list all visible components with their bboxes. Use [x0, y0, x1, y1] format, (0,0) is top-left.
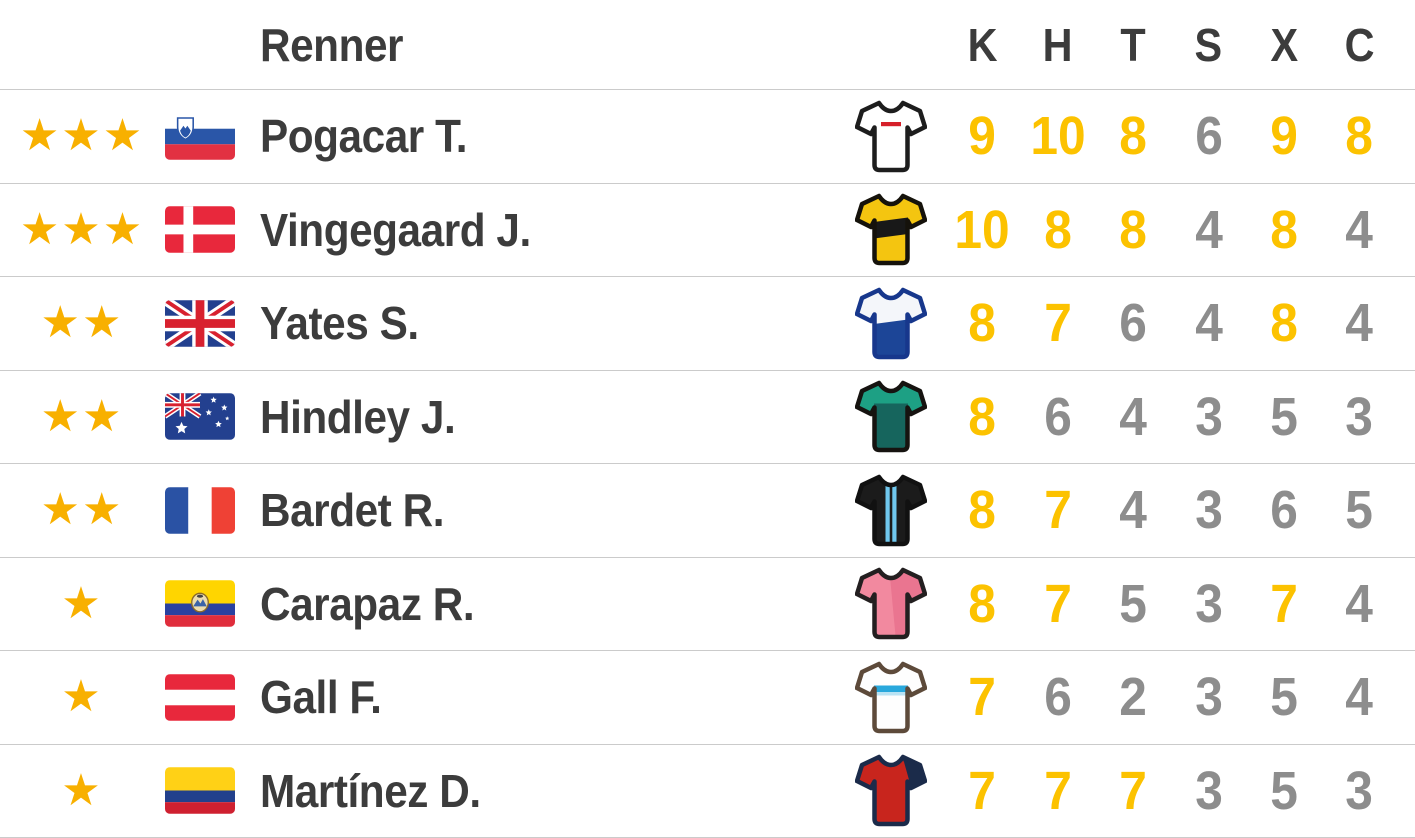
table-row[interactable]: ★ Carapaz R. 8 7 5 3 7 4: [0, 558, 1415, 651]
stat-value-x: 5: [1270, 760, 1298, 821]
stat-value-h: 7: [1043, 293, 1072, 354]
jersey-white-red-dash-icon: [837, 99, 945, 174]
stat-value-t: 8: [1119, 106, 1147, 167]
stat-value-s: 3: [1194, 760, 1223, 821]
star-rating: ★★: [40, 298, 124, 348]
stat-value-t: 4: [1119, 480, 1147, 541]
flag-ec-icon: [150, 580, 250, 628]
stat-column-header-c: C: [1344, 18, 1375, 71]
stat-value-t: 6: [1119, 293, 1147, 354]
table-row[interactable]: ★★ Hindley J. 8 6 4 3 5 3: [0, 371, 1415, 464]
stat-value-c: 8: [1345, 106, 1374, 167]
stat-value-c: 4: [1345, 667, 1374, 728]
rider-column-header: Renner: [250, 18, 837, 72]
stat-value-h: 7: [1043, 760, 1072, 821]
jersey-black-blue-stripes-icon: [837, 473, 945, 548]
stat-value-c: 4: [1345, 293, 1374, 354]
rider-column-header-label: Renner: [260, 18, 404, 71]
jersey-yellow-black-band-icon: [837, 192, 945, 267]
flag-gb-icon: [150, 299, 250, 347]
stat-value-k: 9: [968, 106, 997, 167]
flag-au-icon: [150, 393, 250, 441]
table-row[interactable]: ★★★ Vingegaard J. 10 8 8 4 8 4: [0, 184, 1415, 277]
stat-value-k: 8: [968, 480, 997, 541]
stat-value-k: 7: [968, 760, 997, 821]
star-rating: ★: [61, 765, 103, 815]
flag-fr-icon: [150, 486, 250, 534]
rider-name: Pogacar T.: [260, 110, 468, 163]
stat-column-header-s: S: [1194, 18, 1223, 71]
table-row[interactable]: ★★ Yates S. 8 7 6 4 8 4: [0, 277, 1415, 371]
jersey-pink-icon: [837, 566, 945, 641]
stat-value-s: 4: [1194, 293, 1223, 354]
stat-value-x: 6: [1270, 480, 1298, 541]
stat-value-c: 4: [1345, 199, 1374, 260]
star-rating: ★: [61, 578, 103, 628]
stat-value-h: 10: [1030, 106, 1086, 167]
stat-value-x: 5: [1270, 667, 1298, 728]
stat-column-header-h: H: [1042, 18, 1073, 71]
jersey-white-cyan-stripe-icon: [837, 660, 945, 735]
jersey-teal-dark-torso-icon: [837, 379, 945, 454]
stat-value-h: 6: [1043, 667, 1072, 728]
stat-value-h: 7: [1043, 573, 1072, 634]
star-rating: ★★: [40, 485, 124, 535]
stat-value-s: 3: [1194, 386, 1223, 447]
stat-value-x: 8: [1270, 199, 1298, 260]
stat-value-c: 4: [1345, 573, 1374, 634]
stat-value-x: 5: [1270, 386, 1298, 447]
stat-value-k: 10: [954, 199, 1010, 260]
stat-value-c: 3: [1345, 760, 1374, 821]
table-row[interactable]: ★ Martínez D. 7 7 7 3 5 3: [0, 745, 1415, 838]
stat-value-k: 8: [968, 573, 997, 634]
rider-name: Martínez D.: [260, 764, 481, 817]
stat-column-header-x: X: [1270, 18, 1298, 71]
flag-dk-icon: [150, 206, 250, 254]
table-body: ★★★ Pogacar T. 9 10 8 6 9 8 ★★★ Vingegaard J. 10 8 8…: [0, 90, 1415, 838]
rider-name: Carapaz R.: [260, 577, 475, 630]
stat-value-t: 5: [1119, 573, 1147, 634]
rider-name: Yates S.: [260, 297, 419, 350]
table-row[interactable]: ★★★ Pogacar T. 9 10 8 6 9 8: [0, 90, 1415, 184]
flag-si-icon: [150, 112, 250, 160]
stat-column-header-t: T: [1120, 18, 1146, 71]
stat-value-t: 2: [1119, 667, 1147, 728]
star-rating: ★★: [40, 391, 124, 441]
stat-value-k: 7: [968, 667, 997, 728]
table-row[interactable]: ★★ Bardet R. 8 7 4 3 6 5: [0, 464, 1415, 558]
rider-name: Bardet R.: [260, 484, 444, 537]
stat-value-x: 7: [1270, 573, 1298, 634]
stat-value-s: 3: [1194, 573, 1223, 634]
star-rating: ★: [61, 672, 103, 722]
stat-value-t: 4: [1119, 386, 1147, 447]
star-rating: ★★★: [19, 204, 145, 254]
rider-name: Hindley J.: [260, 390, 456, 443]
stat-value-k: 8: [968, 386, 997, 447]
stat-value-h: 6: [1043, 386, 1072, 447]
flag-at-icon: [150, 673, 250, 721]
stat-value-c: 3: [1345, 386, 1374, 447]
stat-value-t: 7: [1119, 760, 1147, 821]
table-row[interactable]: ★ Gall F. 7 6 2 3 5 4: [0, 651, 1415, 745]
stat-value-s: 3: [1194, 480, 1223, 541]
jersey-red-navy-shoulder-icon: [837, 753, 945, 828]
stat-value-h: 7: [1043, 480, 1072, 541]
star-rating: ★★★: [19, 111, 145, 161]
stat-value-s: 6: [1194, 106, 1223, 167]
stat-value-c: 5: [1345, 480, 1374, 541]
stat-value-k: 8: [968, 293, 997, 354]
stat-value-t: 8: [1119, 199, 1147, 260]
stat-column-header-k: K: [967, 18, 998, 71]
stat-value-x: 9: [1270, 106, 1298, 167]
stat-value-h: 8: [1043, 199, 1072, 260]
jersey-white-blue-bottom-icon: [837, 286, 945, 361]
rider-name: Vingegaard J.: [260, 203, 531, 256]
stat-value-s: 3: [1194, 667, 1223, 728]
stat-value-s: 4: [1194, 199, 1223, 260]
stat-value-x: 8: [1270, 293, 1298, 354]
rider-name: Gall F.: [260, 671, 382, 724]
flag-co-icon: [150, 767, 250, 815]
